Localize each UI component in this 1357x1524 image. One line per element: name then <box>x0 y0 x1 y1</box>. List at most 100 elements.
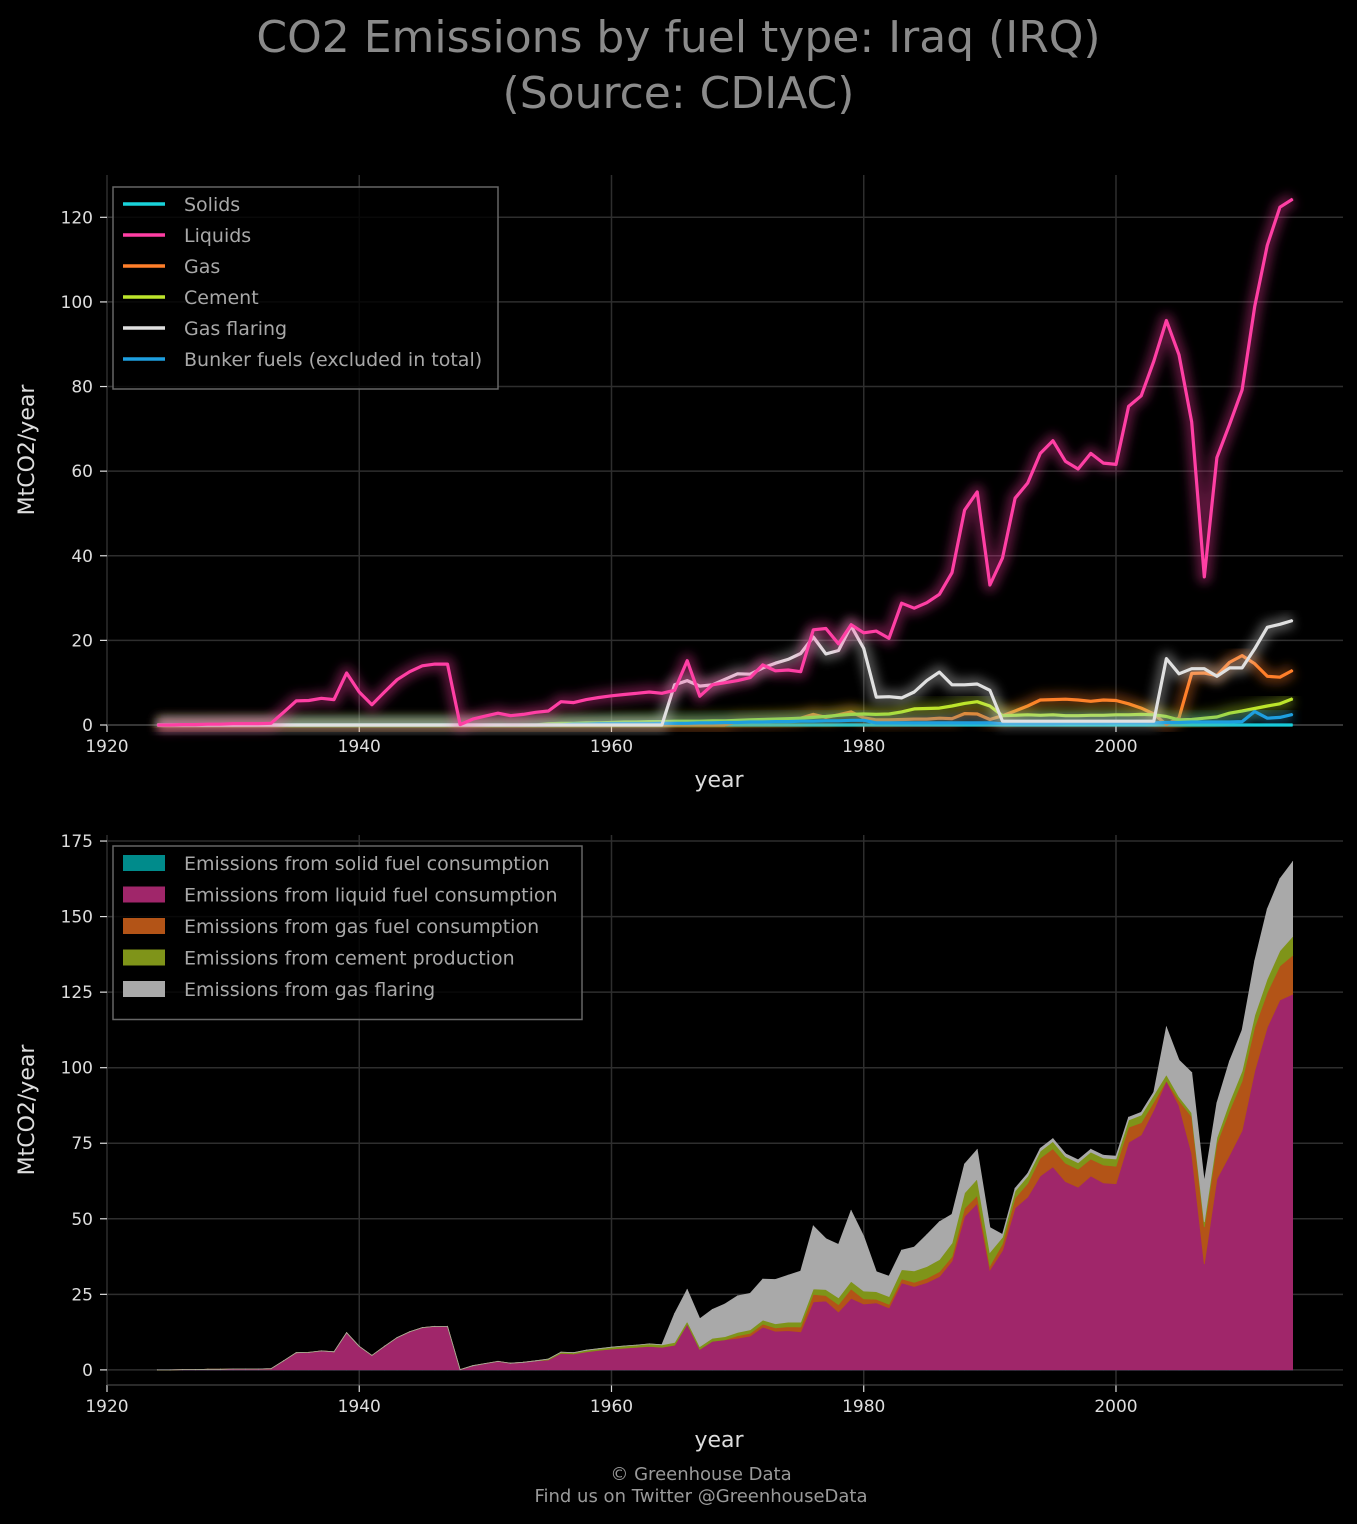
legend-swatch-emissions-from-gas-flaring <box>123 981 165 997</box>
data-point-liquids <box>585 699 587 701</box>
area-point-flaring <box>611 1346 612 1348</box>
area-point-flaring <box>838 1244 839 1245</box>
area-point-flaring <box>1115 1155 1117 1157</box>
area-point-flaring <box>964 1163 966 1165</box>
area-point-flaring <box>875 1271 877 1273</box>
data-point-flaring <box>547 724 550 726</box>
area-point-flaring <box>1140 1111 1142 1113</box>
area-point-flaring <box>1077 1159 1079 1161</box>
data-point-flaring <box>1292 619 1294 622</box>
area-point-flaring <box>976 1149 978 1151</box>
data-point-liquids <box>800 671 802 673</box>
data-point-liquids <box>636 692 638 694</box>
data-point-liquids <box>1228 424 1231 426</box>
area-point-flaring <box>434 1325 436 1327</box>
data-point-liquids <box>371 704 373 706</box>
data-point-liquids <box>1241 389 1243 391</box>
data-point-flaring <box>522 724 524 726</box>
data-point-liquids <box>308 699 310 702</box>
data-point-flaring <box>926 680 928 682</box>
data-point-gas <box>976 713 978 715</box>
data-point-liquids <box>901 602 903 604</box>
area-point-flaring <box>1052 1138 1054 1140</box>
area-point-flaring <box>762 1278 764 1280</box>
x-tick-label: 1920 <box>85 1397 128 1417</box>
data-point-liquids <box>219 723 222 725</box>
area-point-flaring <box>320 1350 322 1352</box>
data-point-flaring <box>1077 720 1079 722</box>
data-point-gas <box>1279 676 1281 678</box>
data-point-liquids <box>232 723 234 725</box>
data-point-liquids <box>1077 468 1079 470</box>
data-point-gas <box>1064 698 1067 700</box>
data-point-flaring <box>371 724 373 726</box>
data-point-liquids <box>938 593 941 595</box>
data-point-liquids <box>926 602 928 604</box>
data-point-solids <box>1254 724 1256 726</box>
data-point-liquids <box>1102 462 1104 464</box>
data-point-flaring <box>901 697 903 699</box>
area-point-flaring <box>1153 1091 1155 1093</box>
area-point-flaring <box>409 1331 411 1333</box>
data-point-flaring <box>1241 667 1243 669</box>
data-point-liquids <box>610 695 613 697</box>
data-point-cement <box>875 713 877 716</box>
data-point-liquids <box>1266 244 1268 246</box>
data-point-gas <box>1077 699 1079 701</box>
y-tick-label: 75 <box>71 1134 93 1154</box>
data-point-flaring <box>497 724 499 726</box>
data-point-flaring <box>510 724 512 726</box>
data-point-gas <box>1254 663 1256 665</box>
data-point-gas <box>1128 703 1130 705</box>
data-point-flaring <box>913 691 915 693</box>
data-point-liquids <box>270 722 272 724</box>
credit-twitter: Find us on Twitter @GreenhouseData <box>534 1486 868 1507</box>
data-point-liquids <box>182 724 184 726</box>
data-point-liquids <box>1153 360 1155 362</box>
x-tick-label: 1920 <box>85 737 128 757</box>
data-point-bunker <box>749 721 751 723</box>
area-point-flaring <box>737 1295 739 1297</box>
stacked-area-chart-panel: 1920 1940 1960 1980 2000 0 25 50 75 100 125 150 175 y… <box>15 832 1343 1453</box>
data-point-liquids <box>283 711 285 713</box>
data-point-liquids <box>320 697 322 699</box>
data-point-liquids <box>1001 557 1004 559</box>
area-point-flaring <box>1241 1029 1243 1031</box>
area-point-flaring <box>547 1358 549 1360</box>
x-axis-label: year <box>694 768 744 793</box>
data-point-flaring <box>661 724 663 726</box>
data-point-liquids <box>825 627 827 630</box>
y-tick-label: 20 <box>71 631 93 651</box>
data-point-flaring <box>573 724 575 726</box>
data-point-flaring <box>825 653 827 655</box>
data-point-bunker <box>737 721 739 724</box>
legend-label-solids: Solids <box>184 194 240 216</box>
legend-label-emissions-from-liquid-fuel-consumption: Emissions from liquid fuel consumption <box>184 885 558 907</box>
data-point-liquids <box>484 715 486 717</box>
area-point-flaring <box>220 1368 221 1370</box>
data-point-bunker <box>875 722 877 724</box>
data-point-flaring <box>1027 720 1029 722</box>
data-point-flaring <box>333 724 335 726</box>
data-point-bunker <box>800 720 802 722</box>
area-point-flaring <box>421 1327 423 1329</box>
data-point-gas <box>964 713 966 715</box>
data-point-liquids <box>1039 452 1041 454</box>
data-point-cement <box>1266 705 1268 707</box>
data-point-gas <box>1292 669 1294 672</box>
chart-title-line1: CO2 Emissions by fuel type: Iraq (IRQ) <box>256 12 1101 63</box>
legend-swatch-emissions-from-cement-production <box>123 949 165 966</box>
area-point-flaring <box>497 1360 499 1362</box>
data-point-flaring <box>1001 720 1004 722</box>
data-point-flaring <box>648 724 650 726</box>
data-point-liquids <box>522 713 524 716</box>
data-point-liquids <box>812 629 814 631</box>
data-point-flaring <box>1165 658 1167 660</box>
y-axis-label: MtCO2/year <box>15 1044 40 1176</box>
area-point-flaring <box>787 1274 789 1276</box>
data-point-bunker <box>724 721 726 724</box>
area-point-flaring <box>938 1221 940 1223</box>
y-tick-label: 120 <box>61 208 93 228</box>
area-point-flaring <box>358 1345 360 1347</box>
x-tick-label: 1940 <box>338 737 381 757</box>
